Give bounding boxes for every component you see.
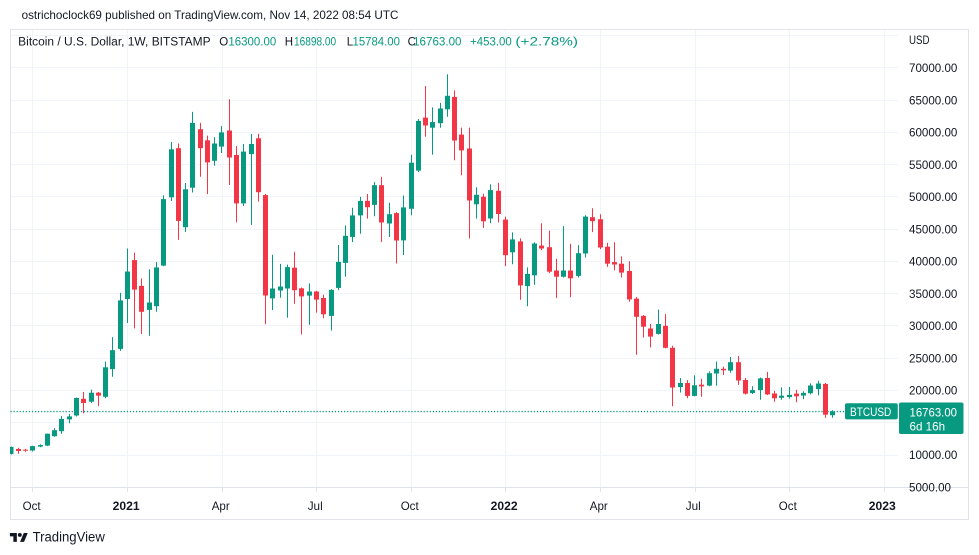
svg-text:40000.00: 40000.00 [909,255,958,269]
svg-text:L: L [347,36,354,48]
svg-text:2023: 2023 [869,499,896,513]
svg-text:Oct: Oct [401,499,420,513]
svg-text:50000.00: 50000.00 [909,190,958,204]
svg-text:16300.00: 16300.00 [228,36,276,48]
svg-text:TradingView: TradingView [33,529,105,544]
svg-text:USD: USD [909,33,930,47]
svg-text:45000.00: 45000.00 [909,222,958,236]
svg-text:Oct: Oct [779,499,798,513]
svg-text:Apr: Apr [590,499,608,513]
svg-text:C: C [408,36,416,48]
svg-text:10000.00: 10000.00 [909,448,958,462]
svg-text:25000.00: 25000.00 [909,352,958,366]
svg-text:Bitcoin / U.S. Dollar, 1W, BIT: Bitcoin / U.S. Dollar, 1W, BITSTAMP [18,36,211,48]
svg-text:(+2.78%): (+2.78%) [515,36,578,48]
svg-text:16763.00: 16763.00 [413,36,461,48]
svg-text:ostrichoclock69 published on T: ostrichoclock69 published on TradingView… [22,8,399,22]
svg-text:2021: 2021 [113,499,140,513]
svg-text:Jul: Jul [308,499,323,513]
svg-text:65000.00: 65000.00 [909,93,958,107]
svg-text:Oct: Oct [23,499,42,513]
svg-text:Apr: Apr [212,499,230,513]
svg-text:2022: 2022 [491,499,518,513]
svg-text:35000.00: 35000.00 [909,287,958,301]
svg-text:70000.00: 70000.00 [909,61,958,75]
svg-text:16763.00: 16763.00 [910,406,958,420]
svg-text:15784.00: 15784.00 [353,36,400,48]
svg-text:O: O [219,36,228,48]
svg-text:5000.00: 5000.00 [909,481,951,495]
svg-text:6d 16h: 6d 16h [910,419,946,433]
svg-text:+453.00: +453.00 [470,36,512,48]
svg-text:BTCUSD: BTCUSD [850,407,891,419]
svg-text:Jul: Jul [686,499,701,513]
svg-text:60000.00: 60000.00 [909,126,958,140]
svg-text:20000.00: 20000.00 [909,384,958,398]
svg-text:55000.00: 55000.00 [909,158,958,172]
svg-text:H: H [285,36,293,48]
svg-text:16898.00: 16898.00 [294,36,336,48]
svg-text:30000.00: 30000.00 [909,319,958,333]
